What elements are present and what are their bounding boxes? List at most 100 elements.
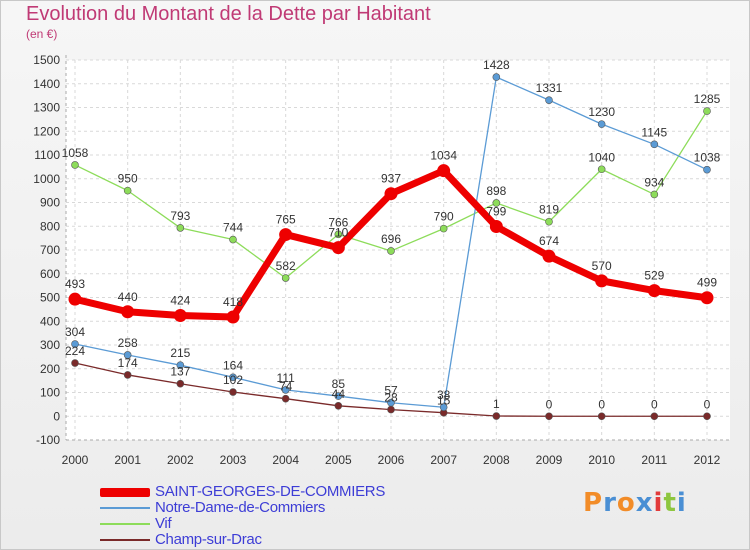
data-point-notre-dame-de-commiers bbox=[229, 373, 237, 382]
data-label-notre-dame-de-commiers: 1145 bbox=[641, 125, 667, 139]
x-tick-label: 2009 bbox=[536, 453, 563, 467]
data-point-saint-georges-de-commiers bbox=[68, 292, 82, 306]
y-tick-label: 0 bbox=[53, 409, 60, 423]
y-tick-label: -100 bbox=[36, 433, 60, 447]
data-point-vif bbox=[334, 230, 343, 239]
data-point-vif bbox=[281, 274, 290, 282]
data-point-vif bbox=[703, 107, 711, 115]
data-label-saint-georges-de-commiers: 674 bbox=[539, 234, 559, 248]
data-point-notre-dame-de-commiers bbox=[334, 392, 343, 400]
y-tick-label: 200 bbox=[40, 362, 60, 376]
data-point-vif bbox=[387, 247, 395, 255]
data-point-champ-sur-drac bbox=[123, 371, 132, 379]
data-point-champ-sur-drac bbox=[229, 388, 237, 396]
x-tick-label: 2003 bbox=[220, 453, 247, 467]
data-point-champ-sur-drac bbox=[334, 401, 343, 410]
data-label-champ-sur-drac: 137 bbox=[170, 365, 190, 379]
data-label-notre-dame-de-commiers: 304 bbox=[65, 325, 85, 339]
data-label-notre-dame-de-commiers: 1230 bbox=[588, 105, 615, 119]
y-tick-label: 300 bbox=[40, 338, 60, 352]
data-point-champ-sur-drac bbox=[597, 412, 606, 421]
y-tick-label: 900 bbox=[40, 196, 60, 210]
y-tick-label: 100 bbox=[40, 386, 60, 400]
chart-unit: (en €) bbox=[26, 27, 58, 41]
x-tick-label: 2006 bbox=[378, 453, 405, 467]
data-label-notre-dame-de-commiers: 258 bbox=[118, 336, 138, 350]
data-point-vif bbox=[545, 217, 553, 226]
data-label-notre-dame-de-commiers: 1331 bbox=[536, 81, 563, 95]
logo-letter: i bbox=[676, 488, 687, 518]
data-label-champ-sur-drac: 1 bbox=[493, 397, 500, 411]
data-label-notre-dame-de-commiers: 164 bbox=[223, 358, 243, 372]
x-tick-label: 2011 bbox=[641, 453, 667, 467]
logo-letter: o bbox=[616, 488, 636, 518]
data-label-vif: 1285 bbox=[694, 92, 721, 106]
data-label-champ-sur-drac: 102 bbox=[223, 373, 243, 387]
data-label-vif: 950 bbox=[118, 172, 138, 186]
logo-letter: P bbox=[583, 488, 604, 518]
data-point-notre-dame-de-commiers bbox=[492, 73, 501, 81]
data-label-champ-sur-drac: 174 bbox=[118, 356, 138, 370]
data-point-saint-georges-de-commiers bbox=[173, 309, 187, 323]
data-point-vif bbox=[229, 235, 237, 244]
data-label-champ-sur-drac: 0 bbox=[651, 397, 658, 411]
data-label-champ-sur-drac: 44 bbox=[332, 387, 346, 401]
legend-label-vif: Vif bbox=[155, 515, 172, 532]
data-label-notre-dame-de-commiers: 1428 bbox=[483, 58, 510, 72]
logo-letter: r bbox=[603, 488, 617, 518]
data-point-vif bbox=[71, 161, 79, 169]
data-point-saint-georges-de-commiers bbox=[331, 241, 345, 255]
legend-swatch-champ-sur-drac bbox=[100, 539, 150, 541]
data-point-notre-dame-de-commiers bbox=[703, 165, 711, 174]
data-point-champ-sur-drac bbox=[387, 405, 395, 414]
data-label-saint-georges-de-commiers: 493 bbox=[65, 277, 85, 291]
data-point-notre-dame-de-commiers bbox=[71, 340, 79, 348]
data-point-champ-sur-drac bbox=[492, 412, 501, 420]
data-point-saint-georges-de-commiers bbox=[542, 249, 556, 263]
x-tick-label: 2008 bbox=[483, 453, 510, 467]
data-label-saint-georges-de-commiers: 440 bbox=[118, 290, 138, 304]
data-label-champ-sur-drac: 74 bbox=[279, 380, 293, 394]
data-point-vif bbox=[597, 165, 606, 174]
data-label-vif: 696 bbox=[381, 232, 401, 246]
data-point-notre-dame-de-commiers bbox=[439, 403, 448, 412]
data-point-saint-georges-de-commiers bbox=[647, 284, 661, 298]
data-label-saint-georges-de-commiers: 937 bbox=[381, 172, 401, 186]
data-point-saint-georges-de-commiers bbox=[437, 164, 451, 178]
data-point-vif bbox=[492, 199, 501, 207]
data-label-saint-georges-de-commiers: 424 bbox=[170, 294, 190, 308]
chart-title: Evolution du Montant de la Dette par Hab… bbox=[26, 3, 431, 25]
data-label-saint-georges-de-commiers: 765 bbox=[276, 213, 296, 227]
data-point-champ-sur-drac bbox=[545, 412, 553, 421]
data-point-notre-dame-de-commiers bbox=[387, 398, 395, 407]
data-label-vif: 766 bbox=[328, 215, 348, 229]
y-tick-label: 1100 bbox=[34, 148, 60, 162]
data-label-champ-sur-drac: 0 bbox=[546, 397, 553, 411]
x-tick-label: 2007 bbox=[430, 453, 457, 467]
data-label-vif: 898 bbox=[486, 184, 506, 198]
y-tick-label: 500 bbox=[40, 291, 60, 305]
y-tick-label: 1300 bbox=[33, 101, 60, 115]
y-tick-label: 1200 bbox=[33, 124, 60, 138]
logo-letter: i bbox=[653, 488, 664, 518]
logo-letter: x bbox=[635, 488, 654, 518]
data-point-saint-georges-de-commiers bbox=[226, 310, 240, 324]
data-point-champ-sur-drac bbox=[703, 412, 711, 421]
data-label-champ-sur-drac: 0 bbox=[704, 397, 711, 411]
data-label-saint-georges-de-commiers: 418 bbox=[223, 295, 243, 309]
legend-label-champ-sur-drac: Champ-sur-Drac bbox=[155, 531, 262, 548]
legend-swatch-vif bbox=[100, 523, 150, 525]
y-tick-label: 600 bbox=[40, 267, 60, 281]
data-point-saint-georges-de-commiers bbox=[489, 219, 503, 233]
data-label-vif: 934 bbox=[644, 175, 664, 189]
data-label-extra: 799 bbox=[486, 204, 506, 218]
data-point-vif bbox=[123, 186, 132, 195]
data-label-vif: 582 bbox=[276, 259, 296, 273]
data-point-vif bbox=[439, 224, 448, 233]
x-tick-label: 2004 bbox=[272, 453, 299, 467]
data-label-notre-dame-de-commiers: 215 bbox=[170, 346, 190, 360]
data-label-saint-georges-de-commiers: 499 bbox=[697, 276, 717, 290]
data-point-champ-sur-drac bbox=[650, 412, 659, 421]
proxiti-logo: Proxiti bbox=[583, 488, 687, 518]
